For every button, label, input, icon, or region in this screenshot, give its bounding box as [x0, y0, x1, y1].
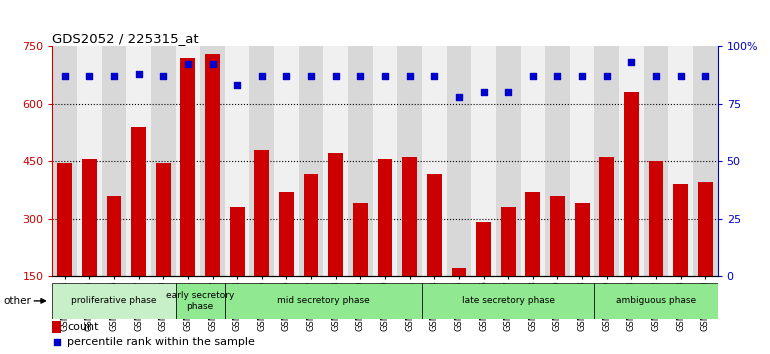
Bar — [82, 159, 97, 333]
Bar — [225, 283, 422, 319]
Bar — [151, 46, 176, 276]
Point — [428, 73, 440, 79]
Bar — [52, 321, 61, 333]
Bar — [624, 92, 639, 333]
Bar — [693, 46, 718, 276]
Bar — [422, 283, 594, 319]
Point — [403, 73, 416, 79]
Bar — [698, 182, 713, 333]
Bar — [521, 46, 545, 276]
Point — [231, 82, 243, 88]
Bar — [594, 46, 619, 276]
Text: early secretory
phase: early secretory phase — [166, 291, 234, 310]
Bar — [274, 46, 299, 276]
Point — [182, 62, 194, 67]
Bar — [397, 46, 422, 276]
Bar — [451, 268, 467, 333]
Bar — [131, 126, 146, 333]
Point — [132, 71, 145, 76]
Bar — [348, 46, 373, 276]
Bar — [126, 46, 151, 276]
Bar — [328, 153, 343, 333]
Bar — [323, 46, 348, 276]
Point — [650, 73, 662, 79]
Bar — [52, 283, 176, 319]
Bar — [52, 46, 77, 276]
Bar — [648, 161, 664, 333]
Text: percentile rank within the sample: percentile rank within the sample — [67, 337, 255, 348]
Point — [157, 73, 169, 79]
Point — [256, 73, 268, 79]
Bar — [550, 195, 565, 333]
Bar — [176, 283, 225, 319]
Text: GDS2052 / 225315_at: GDS2052 / 225315_at — [52, 32, 199, 45]
Bar — [303, 175, 319, 333]
Point — [206, 62, 219, 67]
Bar — [249, 46, 274, 276]
Bar — [673, 184, 688, 333]
Text: mid secretory phase: mid secretory phase — [277, 296, 370, 306]
Point — [502, 89, 514, 95]
Point — [601, 73, 613, 79]
Bar — [106, 195, 122, 333]
Point — [675, 73, 687, 79]
Bar — [402, 157, 417, 333]
Point — [108, 73, 120, 79]
Bar — [377, 159, 393, 333]
Point — [625, 59, 638, 65]
Bar — [200, 46, 225, 276]
Point — [527, 73, 539, 79]
Bar — [496, 46, 521, 276]
Bar — [225, 46, 249, 276]
Point — [576, 73, 588, 79]
Bar — [279, 192, 294, 333]
Point — [354, 73, 367, 79]
Point — [477, 89, 490, 95]
Point — [280, 73, 293, 79]
Text: other: other — [4, 296, 32, 306]
Bar — [570, 46, 594, 276]
Bar — [500, 207, 516, 333]
Bar — [353, 203, 368, 333]
Bar — [545, 46, 570, 276]
Bar — [668, 46, 693, 276]
Bar — [176, 46, 200, 276]
Point — [59, 73, 71, 79]
Bar — [476, 222, 491, 333]
Bar — [229, 207, 245, 333]
Bar — [180, 57, 196, 333]
Bar — [574, 203, 590, 333]
Bar — [254, 149, 270, 333]
Text: ambiguous phase: ambiguous phase — [616, 296, 696, 306]
Text: proliferative phase: proliferative phase — [71, 296, 157, 306]
Bar — [156, 163, 171, 333]
Point — [330, 73, 342, 79]
Bar — [599, 157, 614, 333]
Bar — [427, 175, 442, 333]
Bar — [299, 46, 323, 276]
Point — [50, 340, 62, 346]
Bar — [525, 192, 541, 333]
Bar — [77, 46, 102, 276]
Point — [305, 73, 317, 79]
Point — [699, 73, 711, 79]
Point — [83, 73, 95, 79]
Bar — [205, 54, 220, 333]
Bar — [102, 46, 126, 276]
Bar — [471, 46, 496, 276]
Bar — [594, 283, 718, 319]
Bar — [619, 46, 644, 276]
Bar — [644, 46, 668, 276]
Point — [453, 94, 465, 99]
Point — [551, 73, 564, 79]
Point — [379, 73, 391, 79]
Bar — [373, 46, 397, 276]
Bar — [422, 46, 447, 276]
Bar — [447, 46, 471, 276]
Text: late secretory phase: late secretory phase — [462, 296, 554, 306]
Text: count: count — [67, 322, 99, 332]
Bar — [57, 163, 72, 333]
